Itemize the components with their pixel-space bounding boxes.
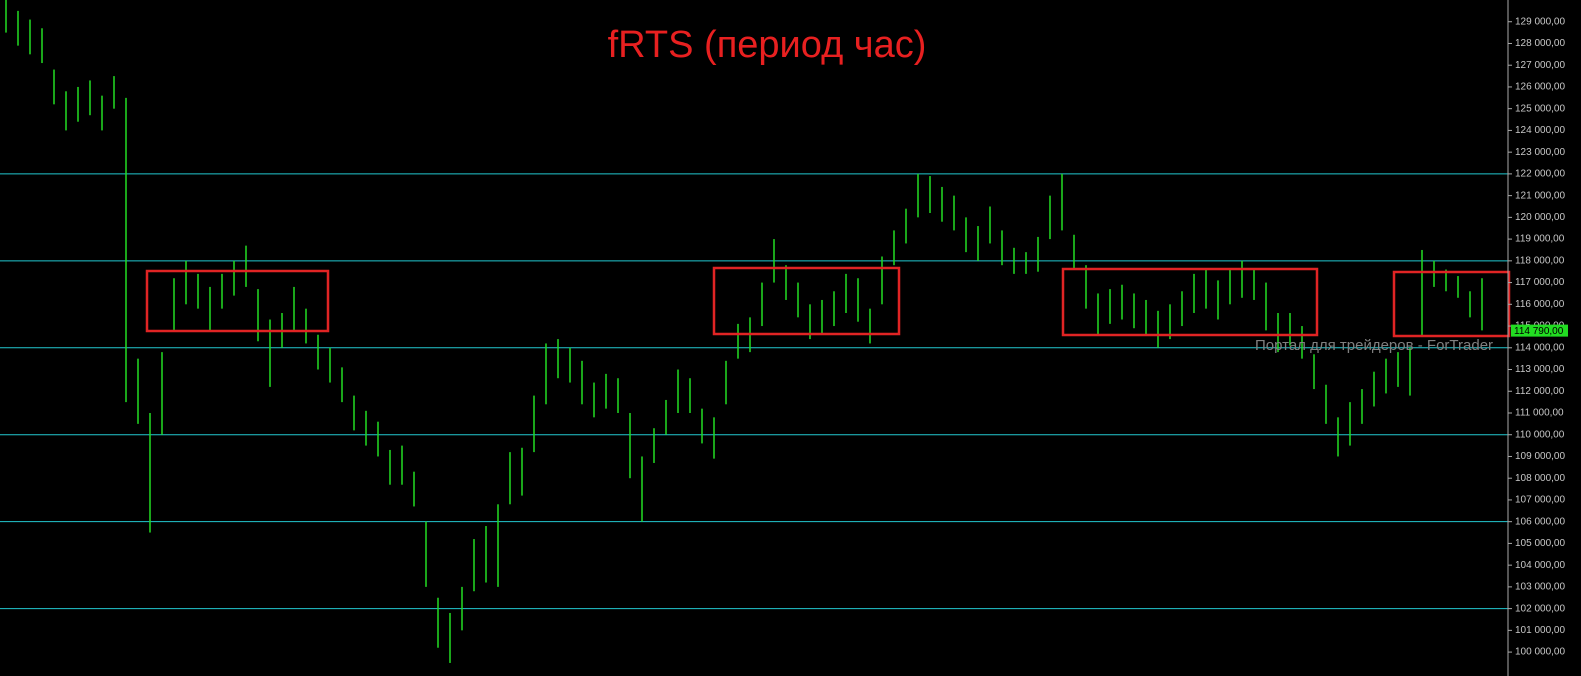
- y-tick-label: 117 000,00: [1515, 277, 1565, 288]
- y-tick-label: 112 000,00: [1515, 386, 1565, 397]
- last-price-box: [1511, 324, 1568, 337]
- y-tick-label: 111 000,00: [1515, 408, 1564, 419]
- y-tick-label: 109 000,00: [1515, 451, 1565, 462]
- chart-title: fRTS (период час): [608, 24, 927, 66]
- y-axis: 100 000,00 101 000,00 102 000,00 103 000,00…: [1508, 16, 1565, 658]
- y-tick-label: 114 000,00: [1515, 342, 1565, 353]
- range-box: [712, 266, 901, 336]
- y-tick-label: 103 000,00: [1515, 582, 1565, 593]
- y-tick-label: 110 000,00: [1515, 429, 1565, 440]
- y-tick-label: 105 000,00: [1515, 538, 1565, 549]
- y-tick-label: 113 000,00: [1515, 364, 1565, 375]
- y-tick-label: 119 000,00: [1515, 234, 1565, 245]
- range-box: [145, 269, 330, 333]
- y-tick-label: 102 000,00: [1515, 603, 1565, 614]
- y-tick-label: 128 000,00: [1515, 38, 1565, 49]
- y-tick-label: 104 000,00: [1515, 560, 1565, 571]
- y-tick-label: 125 000,00: [1515, 103, 1565, 114]
- last-price-label: 114 790,00: [1514, 326, 1564, 337]
- y-tick-label: 123 000,00: [1515, 147, 1565, 158]
- y-tick-label: 100 000,00: [1515, 647, 1565, 658]
- y-tick-label: 129 000,00: [1515, 16, 1565, 27]
- range-box: [1061, 267, 1319, 337]
- bars: [5, 0, 1483, 663]
- y-tick-label: 121 000,00: [1515, 190, 1565, 201]
- y-tick-label: 108 000,00: [1515, 473, 1565, 484]
- watermark: Портал для трейдеров - ForTrader: [1255, 337, 1493, 354]
- y-tick-label: 124 000,00: [1515, 125, 1565, 136]
- y-tick-label: 106 000,00: [1515, 516, 1565, 527]
- levels: [0, 173, 1508, 610]
- y-tick-label: 107 000,00: [1515, 495, 1565, 506]
- y-tick-label: 126 000,00: [1515, 82, 1565, 93]
- y-tick-label: 116 000,00: [1515, 299, 1565, 310]
- y-tick-label: 120 000,00: [1515, 212, 1565, 223]
- y-tick-label: 122 000,00: [1515, 169, 1565, 180]
- y-tick-label: 127 000,00: [1515, 60, 1565, 71]
- y-tick-label: 101 000,00: [1515, 625, 1565, 636]
- y-tick-label: 118 000,00: [1515, 255, 1565, 266]
